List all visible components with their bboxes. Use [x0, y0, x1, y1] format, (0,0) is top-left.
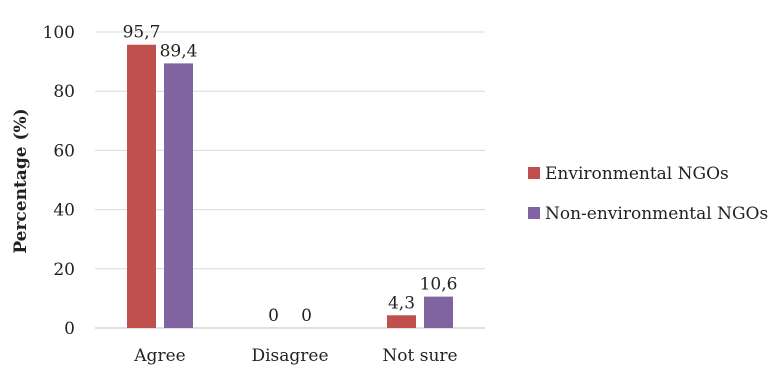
x-tick-label: Agree [133, 346, 185, 365]
x-tick-label: Not sure [382, 346, 457, 365]
bar-0-0 [127, 44, 156, 329]
data-label-2-1: 10,6 [420, 275, 458, 295]
y-tick-label: 0 [64, 319, 75, 339]
data-label-0-0: 95,7 [123, 23, 161, 43]
gridlines [95, 31, 485, 329]
y-tick-label: 20 [53, 260, 75, 280]
legend-swatch [528, 167, 540, 179]
y-tick-label: 80 [53, 82, 75, 102]
data-labels: 95,789,4 0 0 4,310,6 [123, 23, 458, 326]
x-axis-labels: Agree Disagree Not sure [133, 346, 457, 365]
legend-swatch [528, 207, 540, 219]
bar-0-1 [164, 63, 193, 328]
y-axis-ticks: 0 20 40 60 80 100 [43, 23, 75, 339]
legend-label: Environmental NGOs [545, 164, 729, 184]
y-tick-label: 60 [53, 141, 75, 161]
data-label-1-1: 0 [301, 306, 312, 326]
y-tick-label: 100 [43, 23, 75, 43]
legend: Environmental NGOs Non-environmental NGOs [528, 164, 768, 224]
bars [127, 44, 453, 329]
x-tick-label: Disagree [251, 346, 328, 365]
data-label-1-0: 0 [268, 306, 279, 326]
data-label-2-0: 4,3 [388, 293, 415, 313]
bar-2-1 [424, 296, 453, 328]
data-label-0-1: 89,4 [160, 41, 198, 61]
y-tick-label: 40 [53, 201, 75, 221]
y-axis-title: Percentage (%) [11, 108, 31, 253]
legend-label: Non-environmental NGOs [545, 204, 768, 224]
bar-2-0 [387, 315, 416, 328]
